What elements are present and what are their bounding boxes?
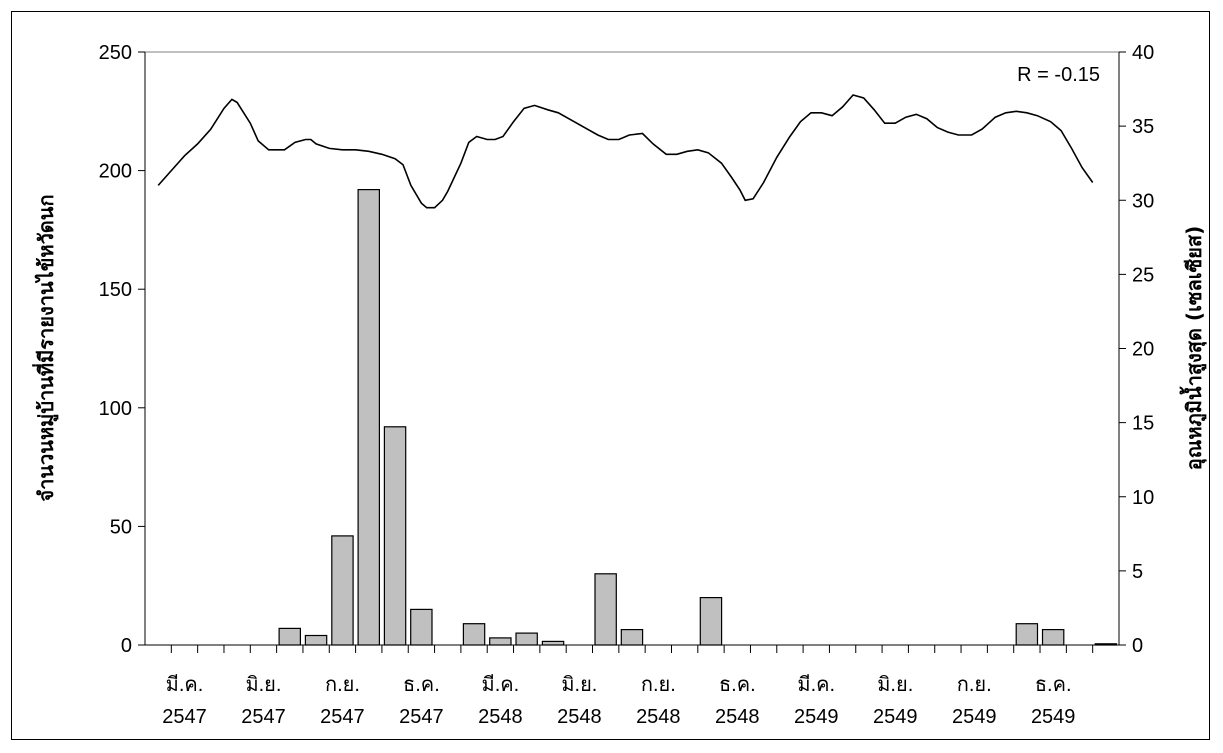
x-tick-month: ก.ย. — [957, 674, 992, 696]
x-tick-year: 2549 — [1031, 706, 1076, 728]
bar — [1015, 623, 1039, 646]
x-tick-year: 2549 — [952, 706, 997, 728]
bar — [699, 596, 723, 646]
x-tick-year: 2547 — [399, 706, 444, 728]
left-tick-label: 200 — [99, 161, 132, 183]
bar — [410, 608, 433, 646]
right-tick-label: 20 — [1132, 339, 1154, 361]
left-axis-title: จำนวนหมู่บ้านที่มีรายงานไข้หวัดนก — [31, 194, 60, 501]
left-tick-label: 0 — [121, 635, 132, 657]
x-tick-year: 2549 — [794, 706, 839, 728]
left-tick-label: 250 — [99, 42, 132, 64]
x-tick-month: มี.ค. — [797, 674, 835, 696]
x-tick-month: มิ.ย. — [245, 674, 281, 696]
right-tick-label: 40 — [1132, 42, 1154, 64]
correlation-annotation: R = -0.15 — [1017, 64, 1100, 86]
x-tick-year: 2547 — [320, 706, 365, 728]
x-axis-ticks — [170, 645, 1094, 653]
right-tick-label: 0 — [1132, 635, 1143, 657]
x-tick-month: มิ.ย. — [877, 674, 913, 696]
left-tick-label: 50 — [110, 516, 132, 538]
x-tick-month: ธ.ค. — [1035, 674, 1072, 696]
x-axis-labels: มี.ค. 2547 มิ.ย. 2547 ก.ย. 2547 ธ.ค. 2547 มี.ค. 2… — [162, 674, 1075, 728]
right-tick-label: 30 — [1132, 190, 1154, 212]
bar — [620, 628, 644, 646]
bar — [357, 189, 381, 646]
x-tick-year: 2548 — [478, 706, 523, 728]
left-tick-label: 150 — [99, 279, 132, 301]
bar — [462, 623, 486, 646]
x-tick-year: 2547 — [162, 706, 207, 728]
x-tick-month: ก.ย. — [325, 674, 360, 696]
x-tick-month: มี.ค. — [166, 674, 204, 696]
left-tick-label: 100 — [99, 398, 132, 420]
x-tick-month: ธ.ค. — [719, 674, 756, 696]
bar — [304, 634, 328, 646]
bar — [331, 535, 354, 646]
bar — [515, 632, 538, 646]
x-tick-month: มิ.ย. — [561, 674, 597, 696]
right-axis-title: อุณหภูมิน้ำสูงสุด (เซลเซียส) — [1179, 226, 1208, 470]
x-tick-year: 2548 — [715, 706, 760, 728]
bar — [594, 573, 617, 646]
temperature-line — [157, 94, 1094, 209]
bar — [1041, 628, 1065, 646]
bar — [278, 627, 302, 646]
x-tick-month: ธ.ค. — [403, 674, 440, 696]
x-tick-year: 2547 — [241, 706, 286, 728]
left-axis-ticks: 0 50 100 150 200 250 — [99, 42, 145, 657]
x-tick-month: มี.ค. — [482, 674, 520, 696]
x-tick-year: 2548 — [636, 706, 681, 728]
bar — [541, 640, 565, 646]
right-tick-label: 15 — [1132, 413, 1154, 435]
right-tick-label: 35 — [1132, 116, 1154, 138]
bar-series — [278, 189, 1118, 646]
bar — [489, 637, 512, 646]
right-axis-ticks: 0 5 10 15 20 25 30 35 40 — [1119, 42, 1154, 657]
axes — [144, 51, 1120, 646]
x-tick-year: 2548 — [557, 706, 602, 728]
x-tick-year: 2549 — [873, 706, 918, 728]
right-tick-label: 10 — [1132, 487, 1154, 509]
right-tick-label: 25 — [1132, 264, 1154, 286]
chart-frame — [11, 11, 1210, 740]
bar — [383, 426, 407, 646]
right-tick-label: 5 — [1132, 561, 1143, 583]
x-tick-month: ก.ย. — [641, 674, 676, 696]
